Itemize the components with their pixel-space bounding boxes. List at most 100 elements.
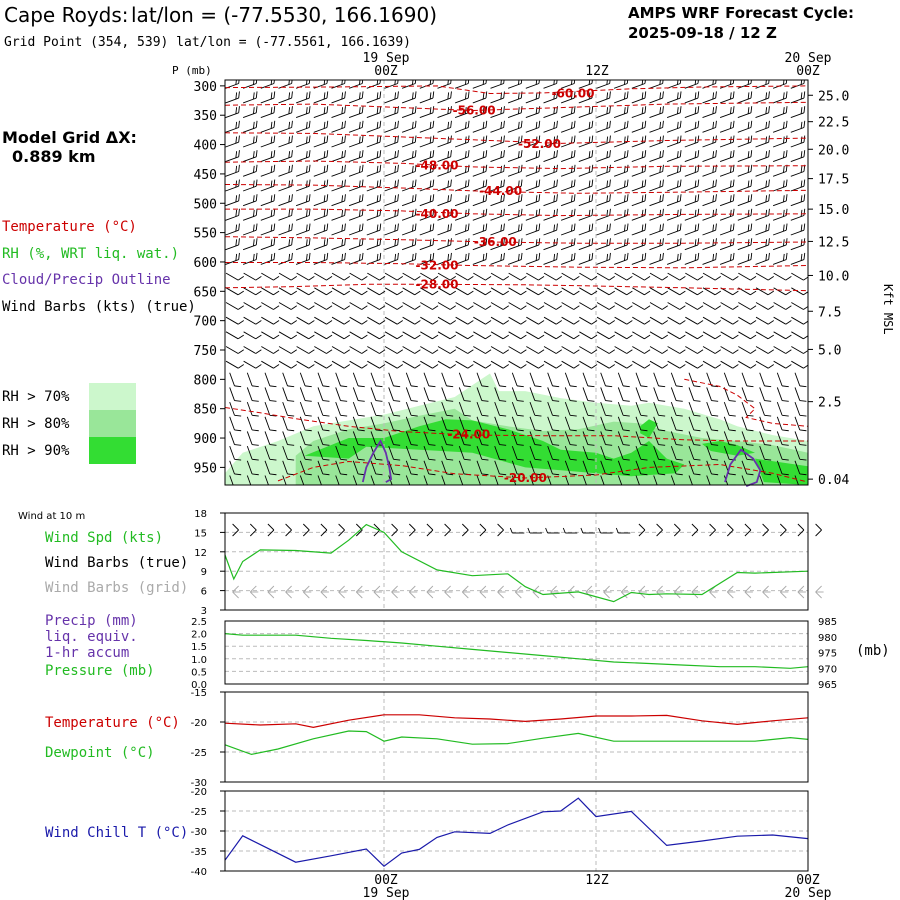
isotherm-line <box>225 85 808 95</box>
wind-barb <box>367 360 386 369</box>
y-tick-label: 18 <box>194 509 207 520</box>
wind-barb-true <box>249 523 257 537</box>
wind-barb <box>613 179 629 192</box>
wind-barb <box>649 346 669 354</box>
wind-barb <box>560 179 576 192</box>
precip-tick-label: 2.0 <box>191 630 207 641</box>
wind-barb <box>225 194 240 207</box>
wind-barb <box>225 302 245 310</box>
wind-barb <box>596 179 611 192</box>
wind-barb <box>299 372 312 388</box>
wind-barb <box>720 287 739 296</box>
wind-barb-true <box>562 527 578 534</box>
wind-barb <box>295 135 311 148</box>
wind-barb <box>613 252 629 265</box>
isotherm-line <box>277 460 808 483</box>
wind-barb <box>684 91 700 104</box>
wind-barb <box>702 150 717 163</box>
wind-barb <box>441 372 454 388</box>
wind-10m-frame <box>224 512 809 611</box>
wind-barb <box>243 346 262 354</box>
wind-barb <box>772 252 788 265</box>
pressure-tick-label: 300 <box>194 80 217 95</box>
wind-barb <box>649 120 664 133</box>
wind-barb <box>529 416 542 432</box>
pressure-tick-label: 965 <box>818 680 837 691</box>
wind-barb <box>613 106 629 119</box>
wind-barb <box>313 194 329 207</box>
wind-barb <box>331 120 346 133</box>
wind-barb <box>614 272 633 281</box>
wind-barb <box>670 460 683 476</box>
wind-barb <box>313 91 329 104</box>
isotherm-labels: -60.00 -56.00 -52.00 -48.00 -44.00 -40.00 -36.… <box>416 87 595 485</box>
wind-barb <box>564 445 577 461</box>
wind-barb <box>688 460 701 476</box>
wind-barb <box>490 360 510 369</box>
wind-barb <box>649 150 664 163</box>
wind-barb <box>419 164 435 177</box>
wind-barb <box>508 316 527 325</box>
wind-barb <box>635 431 648 446</box>
precip-tick-label: 0.5 <box>191 667 207 678</box>
wind-barb <box>543 252 558 265</box>
wind-barb <box>684 179 700 192</box>
wind-barb <box>600 431 613 446</box>
wind-barb <box>666 91 682 104</box>
wind-barb <box>402 360 421 369</box>
bottom-tick-12z: 12Z <box>585 873 609 888</box>
wind-barb <box>776 401 789 417</box>
y-tick-label: 9 <box>201 567 207 578</box>
model-grid-value: 0.889 km <box>12 147 96 166</box>
wind-barb <box>631 238 647 251</box>
wind-barb <box>367 287 386 296</box>
rh-label-90: RH > 90% <box>2 443 70 459</box>
wind-barb <box>242 164 258 177</box>
wind-barb <box>401 150 417 163</box>
wind-barb <box>402 302 421 310</box>
wind-barb <box>529 431 542 446</box>
wind-barb <box>278 194 293 207</box>
wind-barb <box>596 120 611 133</box>
wind-barb <box>331 106 346 119</box>
wind-barb <box>635 387 648 402</box>
wind-barb <box>794 445 807 461</box>
wind-barb <box>419 194 435 207</box>
wind-barb <box>437 179 452 192</box>
wind-barb <box>437 287 457 296</box>
wind-barb <box>525 150 541 163</box>
wind-barb <box>525 252 541 265</box>
wind-barb <box>688 445 701 461</box>
wind-barb <box>490 287 510 296</box>
wind-barb <box>773 360 792 369</box>
wind-barb <box>490 302 510 310</box>
wind-barb <box>600 445 613 461</box>
wind-barb <box>702 360 722 369</box>
wind-barb <box>242 223 258 236</box>
wind-10m-yticks: 3 6 9 12 15 18 <box>194 509 225 617</box>
wind-barb <box>299 387 312 402</box>
isotherm-label: -40.00 <box>416 207 459 221</box>
wind-barb <box>525 179 541 192</box>
wind-barb <box>384 120 399 133</box>
wind-barb <box>578 194 594 207</box>
wind-barb <box>755 238 770 251</box>
wind-barb <box>741 387 754 402</box>
height-tick-label: 15.0 <box>818 203 849 218</box>
wind-barb <box>494 416 507 432</box>
wind-barb <box>741 372 754 388</box>
wind-barb <box>348 91 364 104</box>
wind-barb <box>401 91 417 104</box>
wind-barb <box>295 80 311 89</box>
wind-barb <box>649 238 664 251</box>
wind-barb <box>791 331 808 340</box>
wind-barb <box>666 238 682 251</box>
wind-barb <box>296 346 315 354</box>
wind-barb <box>261 360 280 369</box>
wind-barb <box>600 460 613 476</box>
wind-barb <box>225 252 240 265</box>
wind-barb <box>776 460 789 476</box>
wind-barb <box>561 287 580 296</box>
wind-barb <box>507 120 523 133</box>
wind-barb <box>667 287 686 296</box>
